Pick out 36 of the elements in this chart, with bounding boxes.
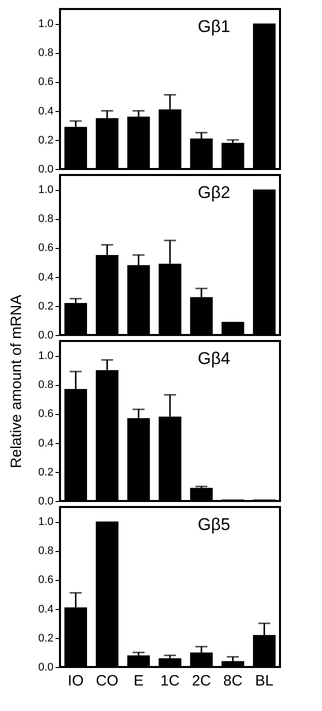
x-tick-label: E [134, 672, 144, 690]
x-tick-label: 2C [192, 672, 212, 690]
x-tick-label: IO [68, 672, 84, 690]
y-tick-label: 1.0 [38, 350, 54, 362]
y-tick-label: 0.8 [38, 545, 54, 558]
y-tick-label: 0.8 [38, 47, 54, 60]
chart-title: Gβ2 [198, 183, 230, 202]
y-tick-label: 0.8 [38, 379, 54, 392]
y-tick-label: 0.0 [38, 662, 54, 674]
x-tick-label: CO [96, 672, 118, 690]
x-tick-label: 1C [160, 672, 180, 690]
chart-title: Gβ1 [198, 17, 230, 36]
y-axis-title: Relative amount of mRNA [8, 294, 26, 468]
x-tick-label: 8C [223, 672, 243, 690]
y-tick-label: 1.0 [38, 18, 54, 30]
chart-title: Gβ4 [198, 349, 230, 368]
y-tick-label: 0.6 [38, 76, 54, 88]
y-tick-label: 0.4 [38, 105, 54, 118]
y-tick-label: 0.6 [38, 242, 54, 254]
y-tick-label: 0.0 [38, 496, 54, 508]
y-tick-label: 0.2 [38, 466, 54, 478]
y-tick-label: 0.0 [38, 164, 54, 176]
y-tick-label: 0.0 [38, 330, 54, 342]
y-tick-label: 1.0 [38, 184, 54, 196]
y-tick-label: 0.4 [38, 437, 54, 450]
y-tick-label: 0.2 [38, 134, 54, 146]
y-tick-label: 0.2 [38, 632, 54, 644]
y-tick-label: 0.4 [38, 271, 54, 284]
y-tick-label: 0.8 [38, 213, 54, 226]
y-tick-label: 0.6 [38, 574, 54, 586]
y-tick-label: 0.2 [38, 300, 54, 312]
chart-title: Gβ5 [198, 515, 230, 534]
y-tick-label: 0.6 [38, 408, 54, 420]
x-tick-label: BL [255, 672, 274, 690]
y-tick-label: 1.0 [38, 516, 54, 528]
y-tick-label: 0.4 [38, 603, 54, 616]
